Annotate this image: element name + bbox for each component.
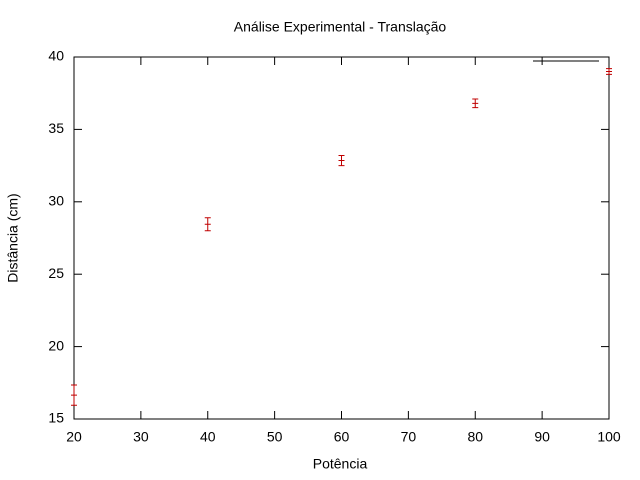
x-tick-label: 50	[267, 429, 283, 445]
y-tick-label: 30	[48, 193, 64, 209]
x-tick-label: 80	[467, 429, 483, 445]
y-tick-label: 15	[48, 410, 64, 426]
y-tick-label: 20	[48, 337, 64, 353]
x-tick-label: 60	[334, 429, 350, 445]
y-axis-label: Distância (cm)	[5, 193, 21, 282]
x-tick-label: 100	[597, 429, 621, 445]
chart-title: Análise Experimental - Translação	[234, 19, 447, 35]
y-tick-label: 25	[48, 265, 64, 281]
x-tick-label: 40	[200, 429, 216, 445]
y-tick-label: 35	[48, 120, 64, 136]
error-bar	[71, 384, 77, 406]
x-tick-label: 70	[401, 429, 417, 445]
x-tick-label: 30	[133, 429, 149, 445]
error-bar	[338, 154, 345, 167]
y-tick-label: 40	[48, 48, 64, 64]
x-axis-label: Potência	[313, 456, 368, 472]
error-bar	[472, 98, 479, 109]
x-tick-label: 20	[66, 429, 82, 445]
error-bar	[606, 68, 612, 75]
error-bar	[204, 217, 211, 232]
x-tick-label: 90	[534, 429, 550, 445]
